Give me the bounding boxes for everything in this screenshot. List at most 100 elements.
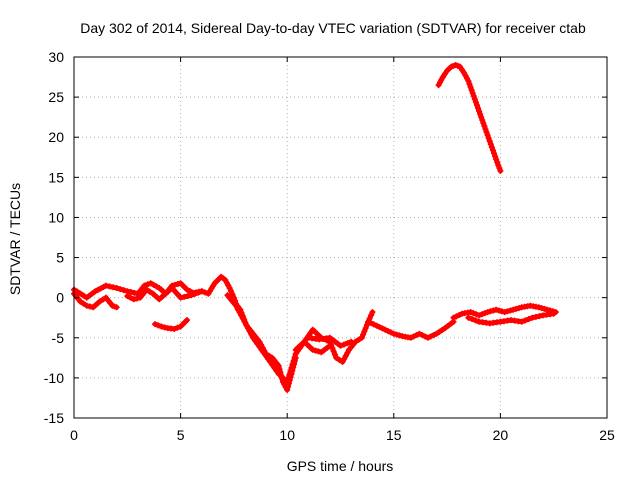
data-point bbox=[471, 96, 478, 103]
data-point bbox=[110, 284, 117, 291]
data-point bbox=[481, 123, 488, 130]
data-point bbox=[86, 303, 93, 310]
data-point bbox=[441, 70, 448, 77]
data-point bbox=[246, 328, 253, 335]
data-point bbox=[488, 144, 495, 151]
data-point bbox=[226, 285, 233, 292]
data-point bbox=[265, 355, 272, 362]
data-point bbox=[469, 90, 476, 97]
data-point bbox=[328, 341, 335, 348]
data-point bbox=[550, 310, 557, 317]
data-point bbox=[273, 367, 280, 374]
data-point bbox=[289, 361, 296, 368]
data-point bbox=[171, 325, 178, 332]
data-point bbox=[486, 138, 493, 145]
data-point bbox=[344, 349, 351, 356]
data-point bbox=[492, 153, 499, 160]
data-point bbox=[480, 120, 487, 127]
data-point bbox=[228, 288, 235, 295]
data-point bbox=[171, 281, 178, 288]
data-point bbox=[229, 291, 236, 298]
data-point bbox=[518, 318, 525, 325]
data-point bbox=[309, 346, 316, 353]
data-point bbox=[234, 305, 241, 312]
data-point bbox=[466, 81, 473, 88]
data-point bbox=[498, 308, 505, 315]
data-point bbox=[473, 102, 480, 109]
data-point bbox=[155, 322, 162, 329]
y-axis-label: SDTVAR / TECUs bbox=[7, 183, 23, 295]
data-point bbox=[120, 287, 127, 294]
x-axis-label: GPS time / hours bbox=[287, 458, 394, 474]
y-tick-label: 25 bbox=[48, 89, 64, 105]
y-tick-label: 0 bbox=[56, 290, 64, 306]
data-point bbox=[285, 383, 292, 390]
data-point bbox=[301, 338, 308, 345]
data-point bbox=[290, 357, 297, 364]
data-point bbox=[174, 281, 181, 288]
series-descent-parallel bbox=[224, 292, 333, 385]
series-arc-upper bbox=[435, 62, 504, 174]
data-point bbox=[158, 323, 165, 330]
series-dip-4h bbox=[152, 317, 190, 332]
data-point bbox=[244, 325, 251, 332]
data-point bbox=[256, 343, 263, 350]
data-point bbox=[284, 386, 291, 393]
data-point bbox=[191, 290, 198, 297]
data-point bbox=[497, 167, 504, 174]
data-point bbox=[284, 378, 291, 385]
plot-frame bbox=[73, 56, 608, 419]
data-point bbox=[493, 306, 500, 313]
data-point bbox=[483, 129, 490, 136]
data-point bbox=[252, 337, 259, 344]
data-point bbox=[106, 283, 113, 290]
data-point bbox=[541, 305, 548, 312]
y-tick-label: 5 bbox=[56, 250, 64, 266]
data-point bbox=[161, 324, 168, 331]
data-point bbox=[490, 307, 497, 314]
data-point bbox=[536, 313, 543, 320]
data-point bbox=[484, 132, 491, 139]
data-point bbox=[127, 294, 134, 301]
data-point bbox=[238, 312, 245, 319]
data-point bbox=[333, 354, 340, 361]
data-point bbox=[183, 317, 190, 324]
data-point bbox=[478, 311, 485, 318]
data-point bbox=[267, 358, 274, 365]
y-tick-label: 20 bbox=[48, 129, 64, 145]
data-point bbox=[355, 336, 362, 343]
data-point bbox=[475, 105, 482, 112]
data-point bbox=[146, 288, 153, 295]
data-point bbox=[287, 368, 294, 375]
data-point bbox=[544, 306, 551, 313]
data-point bbox=[468, 87, 475, 94]
data-point bbox=[491, 150, 498, 157]
data-point bbox=[329, 345, 336, 352]
data-point bbox=[368, 312, 375, 319]
data-point bbox=[241, 318, 248, 325]
data-point bbox=[113, 285, 120, 292]
data-point bbox=[468, 316, 475, 323]
data-point bbox=[487, 141, 494, 148]
data-point bbox=[177, 294, 184, 301]
data-point bbox=[337, 342, 344, 349]
data-point bbox=[535, 304, 542, 311]
data-point bbox=[233, 302, 240, 309]
data-point bbox=[390, 330, 397, 337]
data-point bbox=[348, 338, 355, 345]
data-point bbox=[288, 364, 295, 371]
data-point bbox=[525, 316, 532, 323]
data-point bbox=[331, 351, 338, 358]
data-point bbox=[285, 375, 292, 382]
data-point bbox=[465, 78, 472, 85]
data-point bbox=[152, 321, 159, 328]
series-plateau bbox=[365, 318, 457, 341]
data-point bbox=[312, 347, 319, 354]
data-point bbox=[487, 308, 494, 315]
data-point bbox=[495, 162, 502, 169]
data-point bbox=[258, 346, 265, 353]
data-point bbox=[479, 117, 486, 124]
data-point bbox=[102, 282, 109, 289]
data-point bbox=[248, 331, 255, 338]
